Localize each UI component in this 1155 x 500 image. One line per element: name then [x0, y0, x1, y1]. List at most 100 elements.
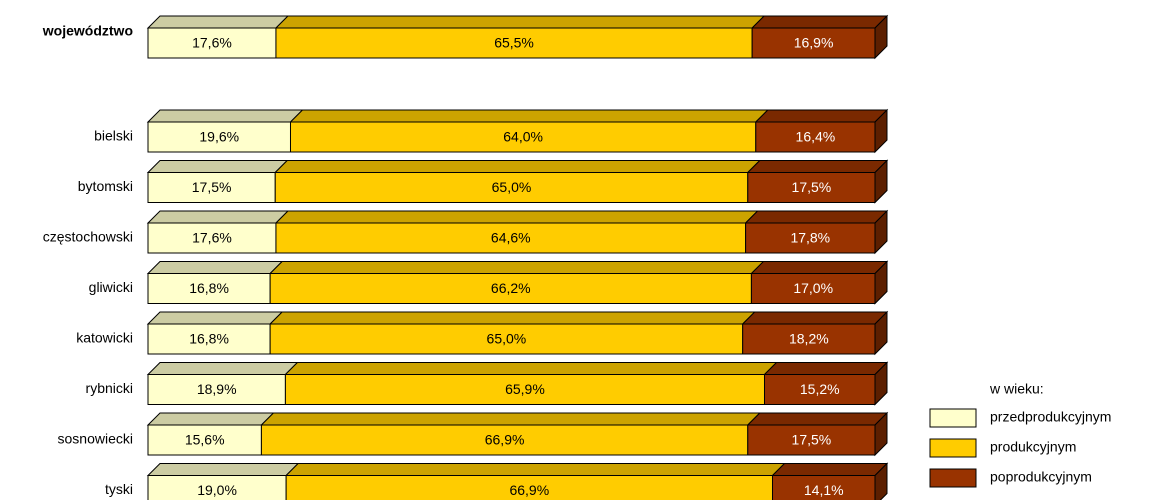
value-label: 16,8% — [189, 280, 229, 296]
bar — [260, 424, 749, 456]
category-label: katowicki — [76, 330, 133, 346]
category-label: gliwicki — [89, 279, 133, 295]
legend-label: przedprodukcyjnym — [990, 409, 1111, 425]
bar — [285, 475, 773, 500]
category-label: bytomski — [78, 178, 133, 194]
bar-top — [274, 210, 759, 224]
bar-side — [874, 108, 888, 154]
value-label: 65,5% — [494, 35, 534, 51]
category-label: tyski — [105, 481, 133, 497]
bar-top — [268, 261, 765, 274]
bar-side — [874, 260, 888, 305]
value-label: 65,0% — [492, 179, 532, 195]
bar-side — [874, 462, 888, 500]
bar-side — [874, 310, 888, 356]
bar — [147, 323, 271, 355]
legend-swatch — [929, 468, 977, 488]
bar-side — [874, 361, 888, 406]
bar-top — [771, 463, 889, 476]
bar-top — [754, 109, 889, 123]
value-label: 17,6% — [192, 35, 232, 51]
bar — [147, 424, 262, 456]
bar — [147, 27, 277, 59]
category-label: rybnicki — [86, 380, 133, 396]
category-label: bielski — [94, 128, 133, 144]
bar-top — [146, 109, 304, 123]
bar — [284, 374, 765, 405]
bar-top — [146, 311, 284, 325]
value-label: 19,6% — [199, 129, 239, 145]
bar-top — [146, 160, 289, 173]
bar-top — [741, 311, 889, 325]
value-label: 64,6% — [491, 230, 531, 246]
value-label: 17,0% — [793, 280, 833, 296]
bar-top — [146, 412, 275, 426]
bar-top — [146, 210, 290, 224]
bar-top — [750, 15, 889, 29]
value-label: 14,1% — [804, 482, 844, 498]
bar-side — [874, 209, 888, 255]
bar-top — [763, 362, 889, 375]
bar — [763, 374, 876, 405]
bar-side — [874, 14, 888, 60]
bar-top — [289, 109, 769, 123]
bar — [742, 323, 876, 355]
bar — [747, 424, 876, 456]
bar — [147, 121, 291, 153]
bar-top — [284, 362, 778, 375]
legend-swatch — [929, 408, 977, 428]
value-label: 19,0% — [197, 482, 237, 498]
bar-top — [146, 362, 299, 375]
bar-top — [750, 261, 889, 274]
legend-label: produkcyjnym — [990, 439, 1076, 455]
value-label: 65,0% — [487, 331, 527, 347]
bar — [147, 273, 271, 304]
bar-top — [744, 210, 889, 224]
bar-top — [146, 261, 284, 274]
category-label: częstochowski — [43, 229, 133, 245]
bar-top — [146, 15, 290, 29]
bar-top — [284, 463, 786, 476]
bar — [771, 475, 876, 500]
category-label: sosnowiecki — [58, 431, 133, 447]
value-label: 64,0% — [503, 129, 543, 145]
value-label: 66,9% — [509, 482, 549, 498]
value-label: 17,5% — [792, 432, 832, 448]
bar-top — [746, 412, 889, 426]
bar — [275, 222, 747, 254]
bar-top — [274, 15, 766, 29]
bar-top — [274, 160, 761, 173]
bar-side — [874, 411, 888, 457]
bar — [289, 121, 757, 153]
legend-swatch — [929, 438, 977, 458]
value-label: 65,9% — [505, 381, 545, 397]
value-label: 17,5% — [792, 179, 832, 195]
value-label: 16,9% — [794, 35, 834, 51]
bar-top — [146, 463, 300, 476]
value-label: 17,8% — [790, 230, 830, 246]
bar — [750, 273, 876, 304]
bar — [745, 222, 876, 254]
value-label: 18,2% — [789, 331, 829, 347]
bar — [747, 172, 876, 203]
legend-title: w wieku: — [989, 381, 1044, 397]
bar — [275, 27, 753, 59]
bar — [147, 475, 287, 500]
bar — [755, 121, 876, 153]
value-label: 16,8% — [189, 331, 229, 347]
legend-label: poprodukcyjnym — [990, 469, 1092, 485]
bar-top — [746, 160, 889, 173]
value-label: 15,2% — [800, 381, 840, 397]
value-label: 18,9% — [197, 381, 237, 397]
value-label: 17,6% — [192, 230, 232, 246]
bar — [147, 374, 286, 405]
bar-side — [874, 159, 888, 204]
bar — [274, 172, 749, 203]
value-label: 66,2% — [491, 280, 531, 296]
category-label: województwo — [42, 23, 133, 39]
bar — [751, 27, 876, 59]
value-label: 15,6% — [185, 432, 225, 448]
value-label: 66,9% — [485, 432, 525, 448]
bar-top — [268, 311, 756, 325]
